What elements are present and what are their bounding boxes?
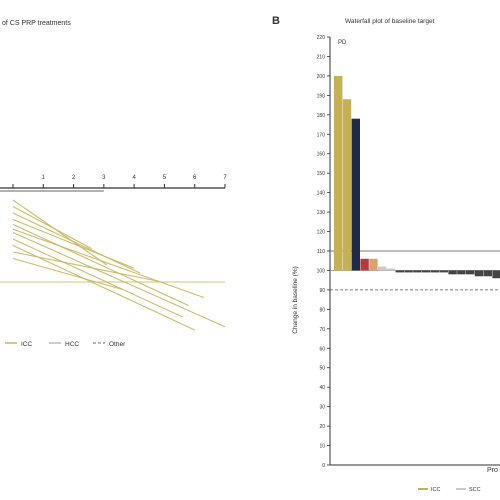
y-tick-label: 0 [322,463,325,469]
x-axis-label: Pro [487,467,498,474]
y-tick-label: 170 [317,132,326,138]
y-tick-label: 180 [317,113,326,119]
right-panel: B Waterfall plot of baseline target Chan… [272,15,500,493]
bar [395,270,404,273]
bar [334,75,343,271]
legend-label: ICC [431,487,441,493]
left-x-tick-label: 6 [193,175,197,181]
bar [404,270,413,273]
bar [422,270,431,273]
series-line [12,231,226,328]
y-tick-label: 220 [317,35,326,41]
left-panel: of CS PRP treatments 1 2 3 4 5 6 7 ICC HCC Other [0,20,227,348]
y-tick-label: 210 [317,54,326,60]
y-tick-label: 140 [317,191,326,197]
left-x-tick-label: 2 [72,175,76,181]
y-tick-label: 190 [317,93,326,99]
left-x-tick-label: 3 [102,175,106,181]
bar [351,118,360,271]
bar [439,270,448,273]
y-tick-label: 70 [319,327,325,333]
pd-annotation: PD [338,40,347,46]
right-title: Waterfall plot of baseline target [345,18,435,25]
series-line [12,245,195,331]
y-axis-label: Change in baseline (%) [292,266,299,334]
bar [386,268,396,271]
left-x-axis: 1 2 3 4 5 6 7 [0,175,227,192]
y-tick-label: 120 [317,230,326,236]
bar [413,270,422,273]
bar [448,270,457,275]
series-line [12,206,93,250]
bar [369,258,378,271]
bar [360,258,369,271]
y-tick-label: 80 [319,307,325,313]
legend-label: HCC [65,341,79,348]
left-lines [0,199,226,331]
y-tick-label: 20 [319,424,325,430]
bar [342,99,352,271]
y-tick-label: 10 [319,444,325,450]
y-tick-label: 160 [317,152,326,158]
y-tick-label: 130 [317,210,326,216]
bar [430,270,440,273]
bar [492,270,500,279]
bar [474,270,484,277]
panel-label: B [272,15,280,27]
y-tick-label: 110 [317,249,325,255]
left-title: of CS PRP treatments [2,20,71,27]
y-tick-label: 40 [319,385,325,391]
bars [334,75,500,279]
y-tick-label: 100 [317,268,326,274]
bar [466,270,475,275]
y-tick-label: 50 [319,366,325,372]
right-y-axis: 0 10 20 30 40 50 60 70 80 90 100 110 120 130 140 150 160… [317,35,500,469]
left-x-tick-label: 5 [163,175,167,181]
series-line [12,251,159,282]
series-line [12,257,123,290]
bar [457,270,466,275]
bar [378,266,387,271]
left-legend: ICC HCC Other [5,341,126,348]
series-line [12,218,135,269]
series-line [12,212,141,274]
left-x-tick-label: 4 [132,175,136,181]
left-x-tick-label: 7 [223,175,227,181]
series-line [12,199,108,266]
legend-label: Other [109,341,126,348]
bar [483,270,492,277]
legend-label: SCC [469,487,481,493]
y-tick-label: 90 [319,288,325,294]
y-tick-label: 30 [319,405,325,411]
y-tick-label: 60 [319,346,325,352]
legend-label: ICC [21,341,33,348]
left-x-tick-label: 1 [42,175,46,181]
right-legend: ICC SCC [418,487,481,493]
y-tick-label: 150 [317,171,326,177]
y-tick-label: 200 [317,74,326,80]
series-line [12,238,183,318]
series-line [12,223,189,307]
series-line [12,228,204,299]
